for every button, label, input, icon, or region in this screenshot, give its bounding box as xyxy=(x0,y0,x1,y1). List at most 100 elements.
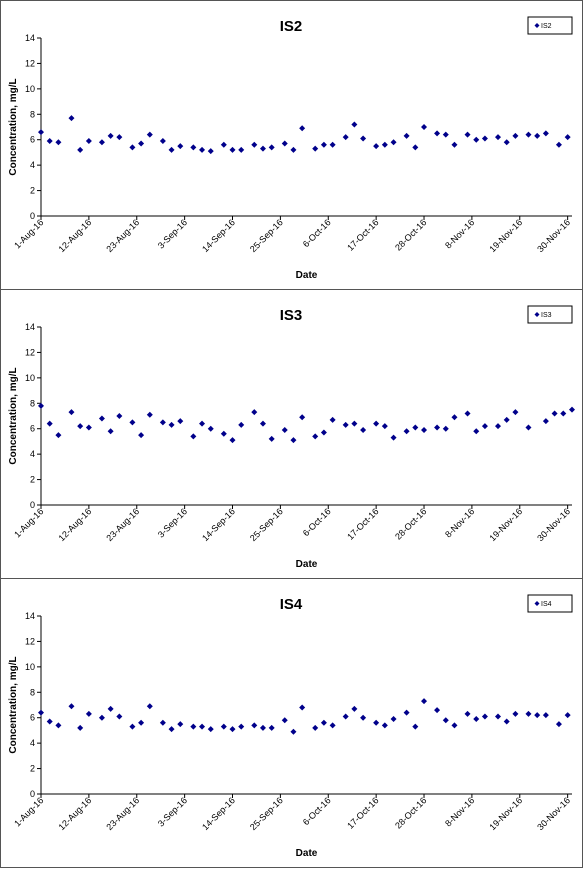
data-point xyxy=(390,139,397,146)
data-point xyxy=(98,714,105,721)
x-tick-label: 1-Aug-16 xyxy=(12,506,45,539)
data-point xyxy=(259,724,266,731)
data-point xyxy=(107,132,114,139)
data-point xyxy=(290,437,297,444)
data-point xyxy=(55,722,62,729)
data-point xyxy=(138,140,145,147)
data-point xyxy=(220,141,227,148)
y-tick-label: 14 xyxy=(25,33,35,43)
data-point xyxy=(503,718,510,725)
data-point xyxy=(129,144,136,151)
data-point xyxy=(199,146,206,153)
data-point xyxy=(373,719,380,726)
legend: IS2 xyxy=(527,16,573,35)
data-point xyxy=(403,132,410,139)
data-point xyxy=(542,712,549,719)
data-point xyxy=(495,713,502,720)
data-point xyxy=(177,721,184,728)
data-point xyxy=(146,411,153,418)
data-point xyxy=(451,722,458,729)
y-tick-label: 14 xyxy=(25,611,35,621)
chart-title: IS3 xyxy=(280,307,303,324)
x-axis-label: Date xyxy=(296,848,318,859)
data-point xyxy=(299,704,306,711)
y-tick-label: 12 xyxy=(25,58,35,68)
data-point xyxy=(569,406,575,413)
data-point xyxy=(473,428,480,435)
y-tick-label: 0 xyxy=(30,500,35,510)
data-point xyxy=(168,726,175,733)
data-point xyxy=(320,429,327,436)
y-tick-label: 6 xyxy=(30,135,35,145)
data-point xyxy=(251,722,258,729)
data-point xyxy=(220,430,227,437)
data-point xyxy=(299,414,306,421)
data-point xyxy=(534,712,541,719)
data-point xyxy=(299,125,306,132)
y-tick-label: 0 xyxy=(30,789,35,799)
data-point xyxy=(342,421,349,428)
x-tick-label: 25-Sep-16 xyxy=(248,217,285,254)
data-point xyxy=(207,425,214,432)
data-point xyxy=(238,146,245,153)
x-tick-label: 19-Nov-16 xyxy=(487,217,524,254)
x-tick-label: 23-Aug-16 xyxy=(104,506,141,543)
data-point xyxy=(312,433,319,440)
data-point xyxy=(560,410,567,417)
x-tick-label: 8-Nov-16 xyxy=(443,217,476,250)
y-tick-label: 2 xyxy=(30,475,35,485)
data-point xyxy=(138,719,145,726)
data-point xyxy=(481,135,488,142)
x-tick-label: 3-Sep-16 xyxy=(156,506,189,539)
y-tick-label: 4 xyxy=(30,738,35,748)
data-point xyxy=(146,131,153,138)
data-point xyxy=(555,721,562,728)
data-point xyxy=(229,146,236,153)
x-tick-label: 6-Oct-16 xyxy=(301,506,333,538)
data-point xyxy=(159,137,166,144)
data-point xyxy=(238,723,245,730)
data-point xyxy=(403,428,410,435)
data-point xyxy=(207,148,214,155)
data-point xyxy=(77,724,84,731)
data-point xyxy=(159,419,166,426)
data-point xyxy=(481,423,488,430)
data-point xyxy=(381,423,388,430)
x-tick-label: 12-Aug-16 xyxy=(56,217,93,254)
data-point xyxy=(390,434,397,441)
data-point xyxy=(534,132,541,139)
x-tick-label: 17-Oct-16 xyxy=(345,506,380,541)
data-point xyxy=(525,710,532,717)
legend-marker xyxy=(534,601,540,606)
legend-box xyxy=(527,594,573,613)
data-point xyxy=(116,413,123,419)
data-point xyxy=(68,115,75,122)
data-point xyxy=(390,715,397,722)
x-tick-label: 6-Oct-16 xyxy=(301,795,333,827)
data-point xyxy=(68,409,75,416)
x-tick-label: 1-Aug-16 xyxy=(12,795,45,828)
data-point xyxy=(473,715,480,722)
data-point xyxy=(373,143,380,150)
data-point xyxy=(85,424,92,431)
data-point xyxy=(199,723,206,730)
data-point xyxy=(85,137,92,144)
data-point xyxy=(38,402,44,409)
data-point xyxy=(55,139,62,146)
data-point xyxy=(512,409,519,416)
y-tick-label: 10 xyxy=(25,373,35,383)
data-point xyxy=(55,432,62,439)
legend-marker xyxy=(534,312,540,317)
data-point xyxy=(46,137,53,144)
x-tick-label: 30-Nov-16 xyxy=(535,795,572,832)
data-point xyxy=(412,723,419,730)
chart-title: IS2 xyxy=(280,18,303,35)
data-point xyxy=(351,121,358,128)
y-tick-label: 10 xyxy=(25,662,35,672)
data-point xyxy=(381,141,388,148)
legend-marker xyxy=(534,23,540,28)
data-point xyxy=(542,130,549,137)
x-tick-label: 23-Aug-16 xyxy=(104,795,141,832)
x-axis-label: Date xyxy=(296,559,318,570)
